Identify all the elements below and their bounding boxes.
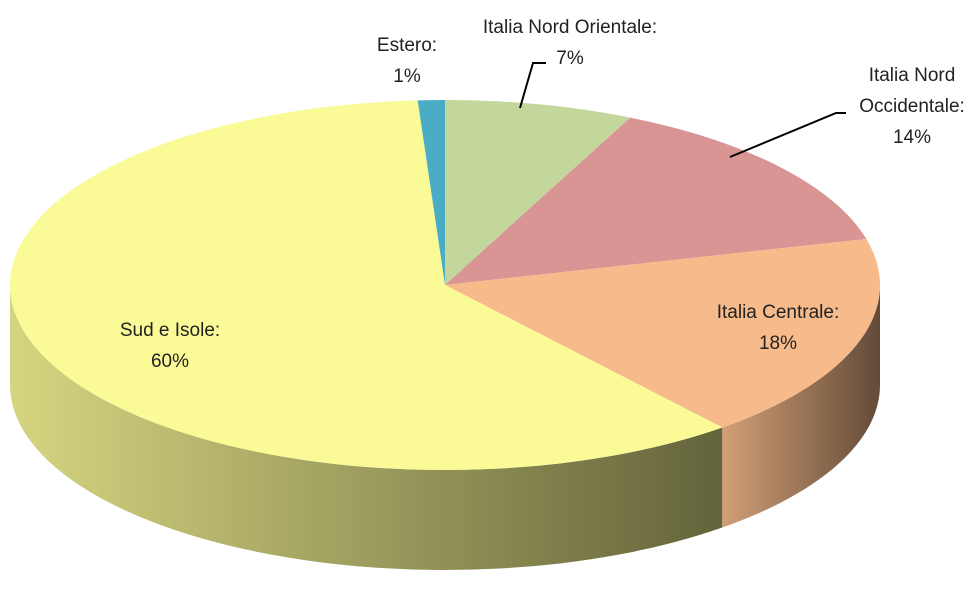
pie-slice xyxy=(9,100,723,471)
category-label: Sud e Isole: xyxy=(119,320,221,341)
data-label: Sud e Isole: 60% xyxy=(70,315,270,377)
value-label: 7% xyxy=(556,48,584,69)
category-label: Italia Nord Occidentale: xyxy=(859,65,965,117)
data-label: Estero: 1% xyxy=(357,30,457,92)
category-label: Italia Centrale: xyxy=(716,302,840,323)
pie-sides xyxy=(10,285,880,570)
pie-slice xyxy=(445,238,880,428)
category-label: Estero: xyxy=(376,35,438,56)
value-label: 60% xyxy=(150,351,190,372)
category-label: Italia Nord Orientale: xyxy=(482,17,658,38)
pie-slice xyxy=(445,117,867,285)
pie-slice xyxy=(417,100,445,285)
value-label: 14% xyxy=(892,127,932,148)
pie-slice xyxy=(445,100,631,285)
data-label: Italia Centrale: 18% xyxy=(678,297,878,359)
pie-side xyxy=(10,285,723,570)
leader-line xyxy=(519,62,546,109)
value-label: 18% xyxy=(758,333,798,354)
leader-line xyxy=(729,112,846,158)
pie-side xyxy=(722,285,880,528)
pie-tops xyxy=(9,100,880,471)
value-label: 1% xyxy=(393,66,421,87)
data-label: Italia Nord Orientale: 7% xyxy=(450,12,690,74)
data-label: Italia Nord Occidentale: 14% xyxy=(847,60,976,153)
